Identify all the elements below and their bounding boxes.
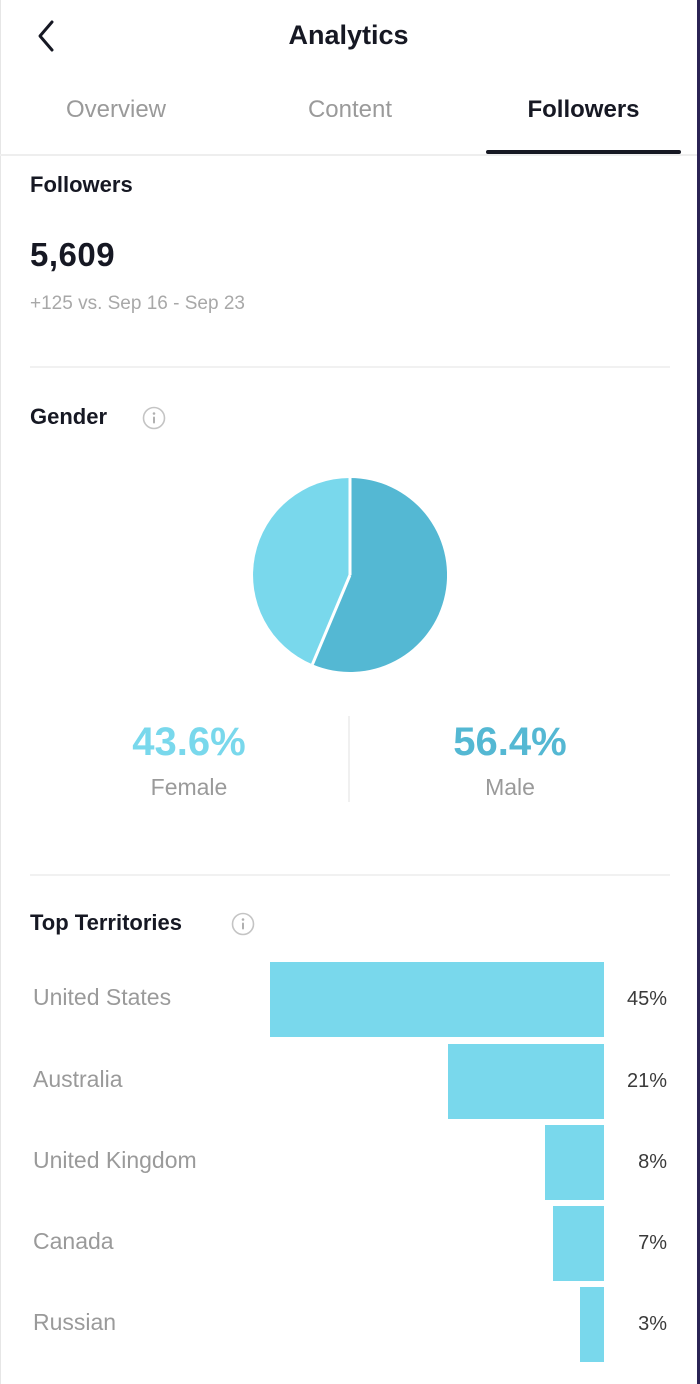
territory-bar (580, 1287, 604, 1362)
tab-content[interactable]: Content (307, 96, 393, 123)
female-percent: 43.6% (132, 720, 246, 764)
page-title: Analytics (288, 20, 409, 50)
female-stat: 43.6% Female (79, 722, 299, 801)
divider (30, 366, 670, 368)
male-stat: 56.4% Male (400, 722, 620, 801)
followers-change: +125 vs. Sep 16 - Sep 23 (30, 293, 245, 314)
gender-heading: Gender (30, 404, 108, 429)
territory-row: Canada 7% (0, 1206, 697, 1281)
territories-heading: Top Territories (30, 910, 182, 935)
territory-row: Australia 21% (0, 1044, 697, 1119)
gender-info-icon[interactable] (142, 406, 166, 430)
territory-name: Canada (33, 1228, 114, 1254)
territory-name: Australia (33, 1066, 123, 1092)
followers-heading: Followers (30, 172, 133, 197)
active-tab-indicator (486, 150, 681, 154)
territory-bar (448, 1044, 604, 1119)
tab-bar: Overview Content Followers (0, 82, 697, 156)
territories-info-icon[interactable] (231, 912, 255, 936)
male-label: Male (485, 774, 535, 800)
pie-slice-male (312, 478, 448, 672)
territory-name: United States (33, 984, 172, 1010)
chevron-left-icon (38, 20, 54, 52)
territory-name: Russian (33, 1309, 117, 1335)
tab-followers[interactable]: Followers (527, 96, 640, 123)
divider (30, 874, 670, 876)
pie-slice-female (253, 478, 350, 665)
tab-overview[interactable]: Overview (65, 96, 167, 123)
male-percent: 56.4% (453, 720, 567, 764)
territory-bar (545, 1125, 604, 1200)
territory-percent: 3% (638, 1313, 667, 1335)
gender-pie-chart (253, 478, 448, 672)
stat-separator (348, 716, 350, 802)
territory-percent: 21% (626, 1070, 667, 1092)
territory-name: United Kingdom (33, 1147, 197, 1173)
territory-percent: 45% (626, 988, 667, 1010)
territory-row: United Kingdom 8% (0, 1125, 697, 1200)
territory-bar (270, 962, 604, 1037)
back-button[interactable] (30, 16, 66, 56)
followers-count: 5,609 (30, 236, 116, 273)
territory-bar (553, 1206, 604, 1281)
territory-percent: 8% (638, 1151, 667, 1173)
female-label: Female (150, 774, 228, 800)
header: Analytics (0, 0, 697, 74)
frame-left-edge (0, 0, 1, 1384)
frame-right-edge (697, 0, 700, 1384)
territory-percent: 7% (638, 1232, 667, 1254)
territory-row: United States 45% (0, 962, 697, 1037)
territory-row: Russian 3% (0, 1287, 697, 1362)
